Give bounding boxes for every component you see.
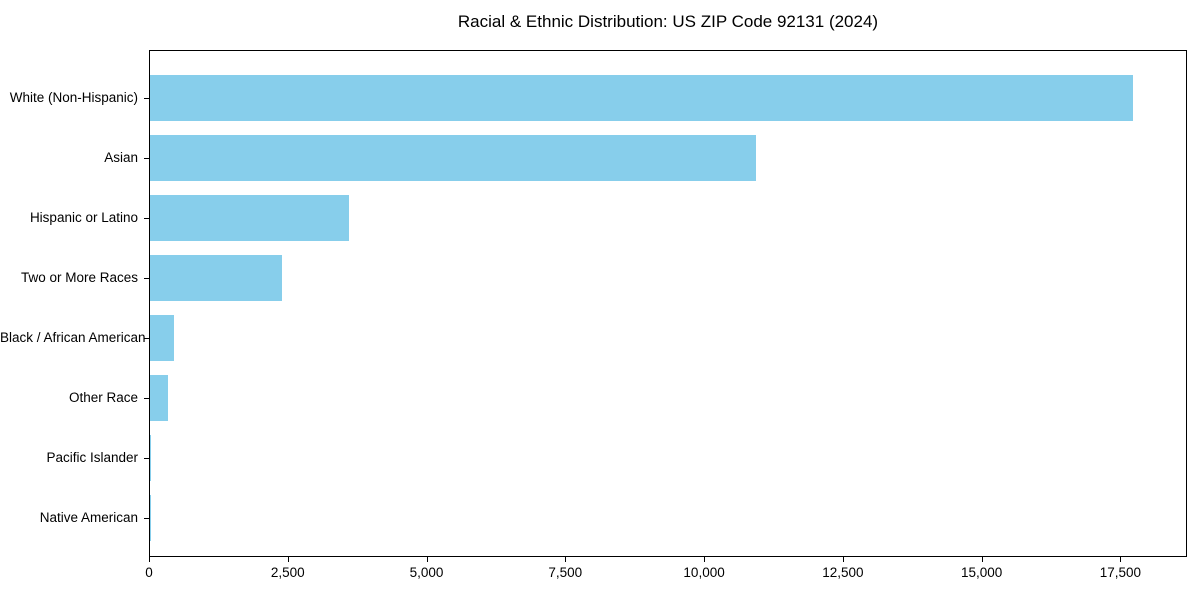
y-tick-label-white-non-hispanic: White (Non-Hispanic) [9,90,138,105]
plot-area [149,50,1187,557]
bar-white-non-hispanic [150,75,1134,121]
y-tick-label-black-african-american: Black / African American [0,330,146,345]
x-tick-label-2500: 2,500 [270,565,305,580]
x-tick-label-7500: 7,500 [548,565,583,580]
bar-native-american [150,495,151,541]
x-tick-mark-5000 [427,557,428,562]
y-tick-mark-black-african-american [144,338,149,339]
y-tick-mark-native-american [144,518,149,519]
y-tick-label-native-american: Native American [39,510,138,525]
bar-pacific-islander [150,435,152,481]
x-tick-label-0: 0 [145,565,153,580]
y-tick-mark-two-or-more-races [144,278,149,279]
y-tick-mark-asian [144,158,149,159]
x-tick-label-15000: 15,000 [960,565,1003,580]
x-tick-label-10000: 10,000 [683,565,725,580]
x-tick-mark-0 [149,557,150,562]
bar-other-race [150,375,168,421]
y-tick-mark-hispanic-or-latino [144,218,149,219]
y-tick-mark-pacific-islander [144,458,149,459]
bar-two-or-more-races [150,255,283,301]
y-tick-label-pacific-islander: Pacific Islander [46,450,138,465]
x-tick-label-12500: 12,500 [822,565,864,580]
chart-title: Racial & Ethnic Distribution: US ZIP Cod… [457,12,879,31]
x-tick-label-17500: 17,500 [1099,565,1142,580]
y-tick-label-other-race: Other Race [68,390,138,405]
x-tick-mark-2500 [288,557,289,562]
y-tick-mark-other-race [144,398,149,399]
bar-hispanic-or-latino [150,195,350,241]
x-tick-mark-10000 [704,557,705,562]
x-tick-mark-15000 [982,557,983,562]
x-tick-label-5000: 5,000 [409,565,444,580]
y-tick-mark-white-non-hispanic [144,98,149,99]
y-tick-label-two-or-more-races: Two or More Races [20,270,138,285]
x-tick-mark-17500 [1120,557,1121,562]
y-tick-label-asian: Asian [104,150,138,165]
x-tick-mark-12500 [843,557,844,562]
x-tick-mark-7500 [565,557,566,562]
bar-asian [150,135,757,181]
y-tick-label-hispanic-or-latino: Hispanic or Latino [29,210,138,225]
bar-black-african-american [150,315,174,361]
